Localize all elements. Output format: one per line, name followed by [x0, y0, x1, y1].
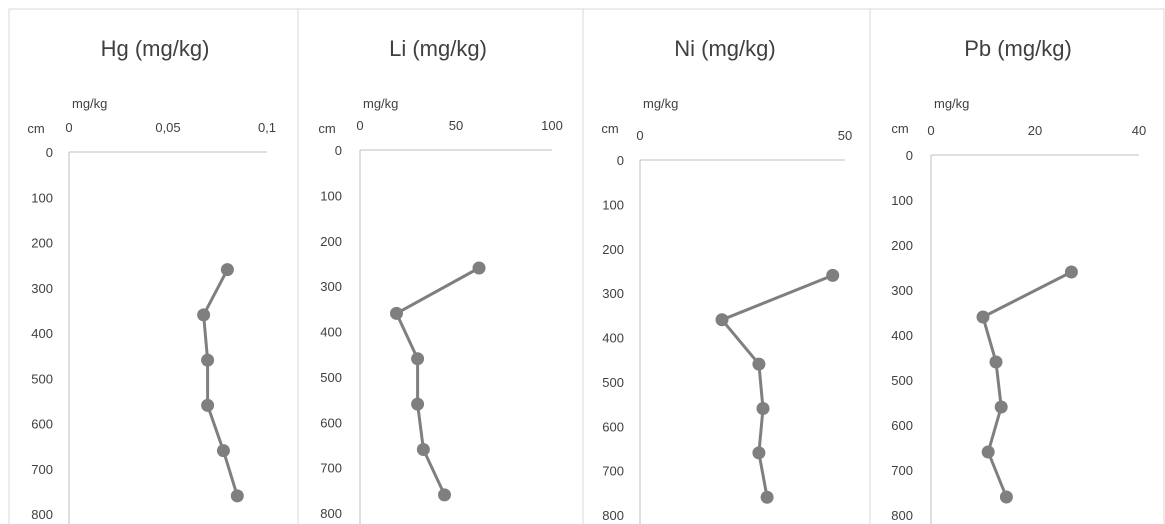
- x-unit-label-li: mg/kg: [363, 96, 398, 111]
- x-tick-label-ni: 50: [838, 128, 852, 143]
- data-point-pb: [999, 490, 1013, 504]
- x-tick-label-pb: 20: [1028, 123, 1042, 138]
- x-tick-label-li: 50: [449, 118, 463, 133]
- y-tick-label-li: 300: [320, 279, 342, 294]
- y-tick-label-ni: 700: [602, 464, 624, 479]
- data-point-pb: [981, 445, 995, 459]
- x-tick-label-pb: 0: [927, 123, 934, 138]
- data-point-pb: [976, 310, 990, 324]
- y-tick-label-pb: 300: [891, 283, 913, 298]
- data-point-li: [411, 352, 425, 366]
- y-tick-label-pb: 100: [891, 193, 913, 208]
- data-point-pb: [989, 355, 1003, 369]
- data-point-li: [472, 261, 486, 275]
- y-tick-label-ni: 300: [602, 286, 624, 301]
- y-unit-label-pb: cm: [891, 121, 908, 136]
- data-point-ni: [752, 446, 766, 460]
- chart-title-li: Li (mg/kg): [389, 36, 487, 61]
- y-tick-label-li: 600: [320, 415, 342, 430]
- y-tick-label-li: 800: [320, 506, 342, 521]
- y-tick-label-li: 0: [335, 143, 342, 158]
- data-point-ni: [826, 268, 840, 282]
- y-tick-label-li: 700: [320, 461, 342, 476]
- y-tick-label-hg: 0: [46, 145, 53, 160]
- x-unit-label-pb: mg/kg: [934, 96, 969, 111]
- y-tick-label-hg: 400: [31, 326, 53, 341]
- x-tick-label-ni: 0: [636, 128, 643, 143]
- y-tick-label-hg: 500: [31, 371, 53, 386]
- data-point-li: [411, 397, 425, 411]
- chart-title-ni: Ni (mg/kg): [674, 36, 775, 61]
- y-tick-label-li: 100: [320, 188, 342, 203]
- series-line-hg: [202, 268, 239, 497]
- data-point-hg: [216, 444, 230, 458]
- y-tick-label-ni: 800: [602, 508, 624, 523]
- data-point-ni: [752, 357, 766, 371]
- data-point-li: [416, 442, 430, 456]
- y-tick-label-pb: 200: [891, 238, 913, 253]
- series-line-li: [395, 266, 480, 496]
- y-tick-label-hg: 700: [31, 462, 53, 477]
- y-tick-label-li: 400: [320, 325, 342, 340]
- x-tick-label-pb: 40: [1132, 123, 1146, 138]
- x-tick-label-hg: 0,05: [155, 120, 180, 135]
- x-tick-label-li: 0: [356, 118, 363, 133]
- data-point-hg: [201, 353, 215, 367]
- y-tick-label-pb: 700: [891, 463, 913, 478]
- panel-border-hg: [8, 8, 299, 524]
- y-tick-label-pb: 800: [891, 508, 913, 523]
- data-point-ni: [756, 402, 770, 415]
- x-unit-label-ni: mg/kg: [643, 96, 678, 111]
- data-point-hg: [197, 308, 211, 322]
- y-tick-label-hg: 600: [31, 417, 53, 432]
- y-unit-label-li: cm: [318, 121, 335, 136]
- data-point-hg: [201, 398, 215, 412]
- y-tick-label-ni: 600: [602, 419, 624, 434]
- data-point-hg: [220, 263, 234, 277]
- y-tick-label-li: 500: [320, 370, 342, 385]
- data-point-li: [437, 488, 451, 502]
- y-tick-label-ni: 100: [602, 197, 624, 212]
- y-unit-label-ni: cm: [601, 121, 618, 136]
- y-tick-label-ni: 200: [602, 242, 624, 257]
- y-tick-label-hg: 300: [31, 281, 53, 296]
- y-tick-label-ni: 500: [602, 375, 624, 390]
- data-point-pb: [994, 400, 1008, 414]
- panel-border-li: [297, 8, 584, 524]
- chart-title-pb: Pb (mg/kg): [964, 36, 1072, 61]
- x-tick-label-hg: 0: [65, 120, 72, 135]
- series-line-ni: [720, 274, 834, 498]
- chart-title-hg: Hg (mg/kg): [101, 36, 210, 61]
- y-tick-label-pb: 600: [891, 418, 913, 433]
- panel-border-pb: [869, 8, 1165, 524]
- y-unit-label-hg: cm: [27, 121, 44, 136]
- y-tick-label-ni: 0: [617, 153, 624, 168]
- data-point-pb: [1064, 265, 1078, 279]
- y-tick-label-li: 200: [320, 234, 342, 249]
- y-tick-label-pb: 500: [891, 373, 913, 388]
- y-tick-label-hg: 200: [31, 236, 53, 251]
- y-tick-label-pb: 0: [906, 148, 913, 163]
- x-tick-label-li: 100: [541, 118, 563, 133]
- y-tick-label-hg: 800: [31, 507, 53, 522]
- data-point-hg: [230, 489, 244, 503]
- series-line-pb: [981, 270, 1073, 498]
- data-point-ni: [760, 490, 774, 504]
- panel-border-ni: [582, 8, 871, 524]
- y-tick-label-pb: 400: [891, 328, 913, 343]
- data-point-li: [389, 306, 403, 320]
- x-unit-label-hg: mg/kg: [72, 96, 107, 111]
- x-tick-label-hg: 0,1: [258, 120, 276, 135]
- y-tick-label-ni: 400: [602, 331, 624, 346]
- y-tick-label-hg: 100: [31, 190, 53, 205]
- data-point-ni: [715, 313, 729, 327]
